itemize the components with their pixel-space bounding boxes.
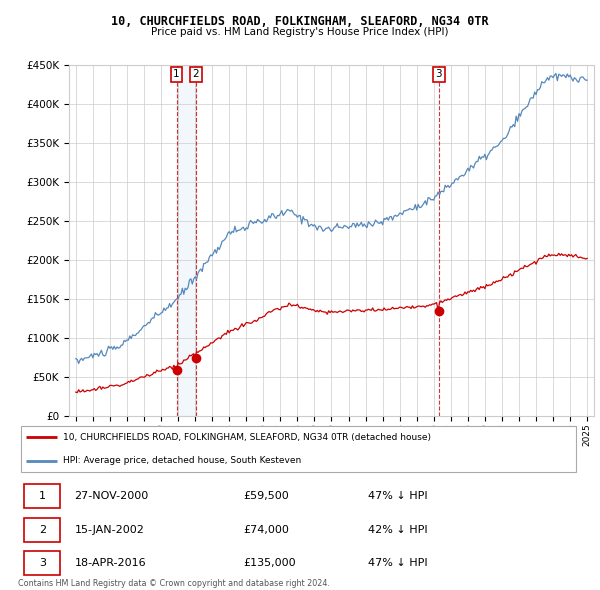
FancyBboxPatch shape bbox=[21, 425, 577, 473]
Text: Contains HM Land Registry data © Crown copyright and database right 2024.
This d: Contains HM Land Registry data © Crown c… bbox=[18, 579, 330, 590]
Text: 3: 3 bbox=[436, 69, 442, 79]
Text: £59,500: £59,500 bbox=[244, 491, 289, 501]
FancyBboxPatch shape bbox=[23, 551, 60, 575]
Text: £135,000: £135,000 bbox=[244, 558, 296, 568]
Text: 27-NOV-2000: 27-NOV-2000 bbox=[74, 491, 149, 501]
Bar bbox=[176, 65, 196, 416]
Text: 18-APR-2016: 18-APR-2016 bbox=[74, 558, 146, 568]
Text: 3: 3 bbox=[39, 558, 46, 568]
FancyBboxPatch shape bbox=[23, 484, 60, 508]
Text: Price paid vs. HM Land Registry's House Price Index (HPI): Price paid vs. HM Land Registry's House … bbox=[151, 27, 449, 37]
Text: HPI: Average price, detached house, South Kesteven: HPI: Average price, detached house, Sout… bbox=[63, 457, 301, 466]
Text: 15-JAN-2002: 15-JAN-2002 bbox=[74, 525, 144, 535]
Text: 10, CHURCHFIELDS ROAD, FOLKINGHAM, SLEAFORD, NG34 0TR: 10, CHURCHFIELDS ROAD, FOLKINGHAM, SLEAF… bbox=[111, 15, 489, 28]
Text: 2: 2 bbox=[38, 525, 46, 535]
FancyBboxPatch shape bbox=[23, 518, 60, 542]
Text: 10, CHURCHFIELDS ROAD, FOLKINGHAM, SLEAFORD, NG34 0TR (detached house): 10, CHURCHFIELDS ROAD, FOLKINGHAM, SLEAF… bbox=[63, 432, 431, 441]
Text: 47% ↓ HPI: 47% ↓ HPI bbox=[368, 491, 427, 501]
Text: 42% ↓ HPI: 42% ↓ HPI bbox=[368, 525, 427, 535]
Text: £74,000: £74,000 bbox=[244, 525, 289, 535]
Text: 2: 2 bbox=[193, 69, 199, 79]
Text: 47% ↓ HPI: 47% ↓ HPI bbox=[368, 558, 427, 568]
Text: 1: 1 bbox=[39, 491, 46, 501]
Text: 1: 1 bbox=[173, 69, 180, 79]
